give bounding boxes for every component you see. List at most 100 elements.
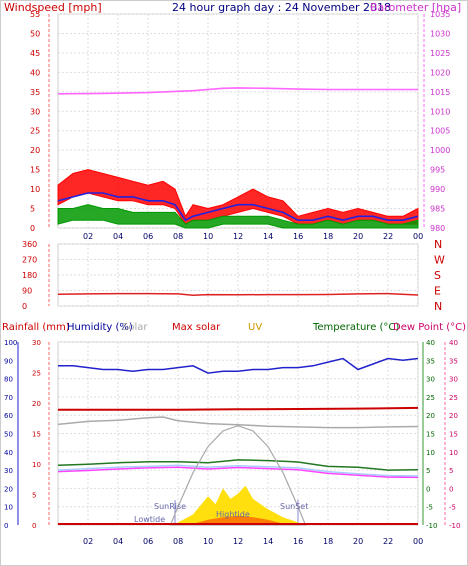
chart-title: 24 hour graph day : 24 November 2018 [172, 1, 391, 14]
time-tick-label: 20 [353, 537, 363, 546]
compass-label: S [434, 269, 441, 282]
dewpoint-tick-label: 30 [449, 376, 458, 384]
temperature-tick-label: 5 [426, 467, 430, 475]
dewpoint-tick-label: 10 [449, 449, 458, 457]
temperature-tick-label: 10 [426, 449, 435, 457]
wind-tick-label: 45 [30, 49, 40, 58]
series-line-uv [193, 515, 283, 525]
series-line-max-solar-radiation [169, 425, 307, 526]
baro-tick-label: 990 [430, 185, 445, 194]
humidity-tick-label: 90 [4, 357, 13, 365]
dewpoint-tick-label: 25 [449, 394, 458, 402]
temperature-tick-label: 0 [426, 485, 430, 493]
series-line-max-solar [58, 406, 419, 411]
time-tick-label: 14 [263, 537, 273, 546]
dewpoint-tick-label: 35 [449, 357, 458, 365]
temperature-tick-label: 40 [426, 339, 435, 347]
baro-tick-label: 995 [430, 166, 445, 175]
time-tick-label: 16 [293, 232, 303, 241]
humidity-tick-label: 80 [4, 376, 13, 384]
humidity-tick-label: 40 [4, 449, 13, 457]
humidity-tick-label: 0 [4, 522, 8, 530]
hightide-label: Hightide [216, 510, 250, 519]
wind-tick-label: 25 [30, 127, 40, 136]
wind-tick-label: 5 [30, 205, 35, 214]
dewpoint-tick-label: 40 [449, 339, 458, 347]
rain-tick-label: 25 [32, 370, 41, 378]
baro-tick-label: 1030 [430, 29, 450, 38]
time-tick-label: 06 [143, 537, 153, 546]
compass-label: N [434, 238, 442, 251]
temperature-tick-label: 35 [426, 357, 435, 365]
time-tick-label: 08 [173, 232, 183, 241]
baro-tick-label: 1020 [430, 68, 450, 77]
series-line-solar-radiation [178, 485, 298, 525]
baro-tick-label: 1025 [430, 49, 450, 58]
time-tick-label: 18 [323, 232, 333, 241]
baro-tick-label: 1035 [430, 10, 450, 19]
wind-tick-label: 40 [30, 68, 40, 77]
series-band-wind-speed [57, 204, 419, 229]
time-tick-label: 02 [83, 537, 93, 546]
dewpoint-tick-label: 20 [449, 412, 458, 420]
humidity-tick-label: 70 [4, 394, 13, 402]
series-line-windspeed [57, 87, 418, 95]
wind-tick-label: 35 [30, 88, 40, 97]
wind-tick-label: 0 [30, 224, 35, 233]
humidity-tick-label: 10 [4, 504, 13, 512]
series-line-humidity-trace [57, 464, 419, 477]
time-tick-label: 20 [353, 232, 363, 241]
direction-tick-label: 0 [22, 302, 27, 311]
humidity-tick-label: 60 [4, 412, 13, 420]
rainfall-label: Rainfall (mm) [2, 322, 70, 333]
time-tick-label: 22 [383, 232, 393, 241]
baro-tick-label: 985 [430, 205, 445, 214]
series-line-dew-point [57, 466, 419, 479]
time-tick-label: 08 [173, 537, 183, 546]
temperature-tick-label: -5 [426, 504, 433, 512]
wind-tick-label: 55 [30, 10, 40, 19]
compass-label: W [434, 254, 445, 267]
time-tick-label: 12 [233, 232, 243, 241]
time-tick-label: 10 [203, 232, 213, 241]
temperature-tick-label: 25 [426, 394, 435, 402]
time-tick-label: 16 [293, 537, 303, 546]
rain-tick-label: 30 [32, 339, 41, 347]
wind-tick-label: 10 [30, 185, 40, 194]
sunset-label: SunSet [280, 502, 308, 511]
temperature-tick-label: 30 [426, 376, 435, 384]
rain-tick-label: 15 [32, 431, 41, 439]
temperature-tick-label: 20 [426, 412, 435, 420]
time-tick-label: 12 [233, 537, 243, 546]
time-tick-label: 06 [143, 232, 153, 241]
dewpoint-tick-label: -5 [449, 504, 456, 512]
wind-tick-label: 20 [30, 146, 40, 155]
rain-tick-label: 0 [32, 522, 36, 530]
baro-tick-label: 1010 [430, 107, 450, 116]
max-solar-label: Max solar [172, 322, 221, 333]
series-line-humidity [58, 357, 419, 374]
time-tick-label: 00 [413, 537, 423, 546]
humidity-tick-label: 50 [4, 431, 13, 439]
baro-tick-label: 1015 [430, 88, 450, 97]
baro-tick-label: 1000 [430, 146, 450, 155]
direction-tick-label: 360 [22, 240, 37, 249]
lowtide-label: Lowtide [134, 515, 165, 524]
series-line-solar [57, 416, 419, 429]
dewpoint-tick-label: 0 [449, 485, 453, 493]
series-line-temperature [57, 459, 419, 471]
rain-tick-label: 10 [32, 461, 41, 469]
humidity-label: Humidity (%) [67, 322, 133, 333]
solar-label: Solar [122, 322, 148, 333]
direction-tick-label: 180 [22, 271, 37, 280]
wind-tick-label: 15 [30, 166, 40, 175]
time-tick-label: 22 [383, 537, 393, 546]
dewpoint-tick-label: 5 [449, 467, 453, 475]
compass-label: N [434, 300, 442, 313]
temperature-label: Temperature (°C) [312, 322, 399, 333]
time-tick-label: 04 [113, 537, 123, 546]
compass-label: E [434, 285, 441, 298]
rain-tick-label: 5 [32, 492, 36, 500]
rain-tick-label: 20 [32, 400, 41, 408]
